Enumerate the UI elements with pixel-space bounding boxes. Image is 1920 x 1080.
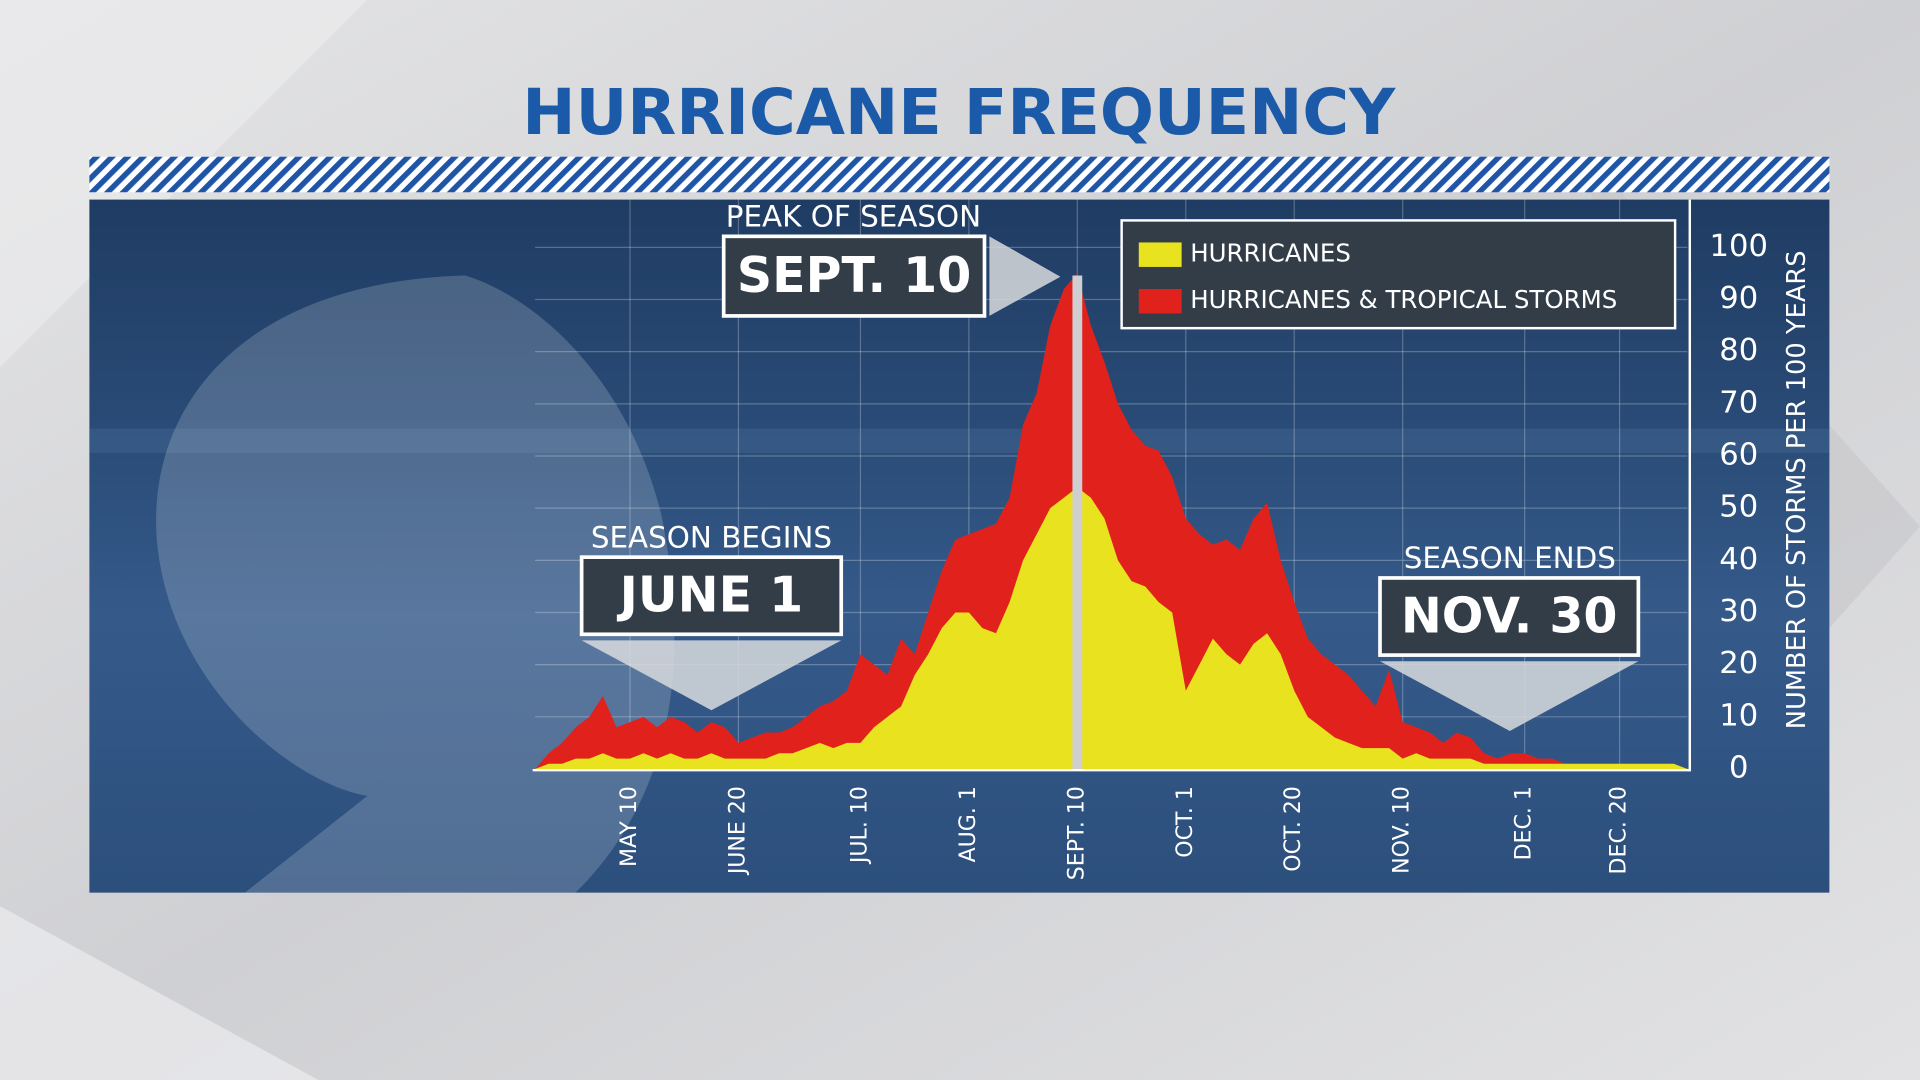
legend: HURRICANES HURRICANES & TROPICAL STORMS [1120, 219, 1677, 330]
y-tick-label: 80 [1719, 333, 1758, 368]
area [535, 273, 1688, 769]
annotation-box [721, 234, 987, 318]
y-tick-label: 10 [1719, 698, 1758, 733]
y-tick-label: 50 [1719, 490, 1758, 525]
areas [535, 273, 1688, 769]
x-tick-label: DEC. 1 [1512, 786, 1537, 860]
y-tick-label: 20 [1719, 646, 1758, 681]
horizon [89, 428, 1830, 454]
chart-title: HURRICANE FREQUENCY [522, 76, 1396, 150]
y-tick-label: 30 [1719, 594, 1758, 629]
annotation-title: SEASON BEGINS [591, 520, 832, 554]
x-tick-label: OCT. 1 [1173, 786, 1198, 858]
annotation-title: PEAK OF SEASON [726, 199, 981, 233]
axes: 0 10 20 30 40 50 60 70 80 90 100 MAY 10 JUNE 20 JUL. … [532, 199, 1768, 880]
legend-box [1120, 219, 1677, 330]
legend-swatch [1138, 242, 1182, 267]
x-tick-label: JUNE 20 [725, 786, 750, 876]
x-tick-label: OCT. 20 [1281, 786, 1306, 872]
peak-line [1072, 275, 1083, 769]
y-tick-label: 100 [1710, 229, 1768, 264]
annotation-box [579, 555, 844, 637]
annotations: PEAK OF SEASON SEPT. 10 SEASON BEGINS JUNE … [579, 199, 1641, 732]
annotation-arrow [1380, 661, 1639, 732]
annotation-label: SEPT. 10 [737, 247, 971, 304]
hatch-band [89, 156, 1830, 193]
annotation-label: JUNE 1 [617, 567, 804, 624]
legend-swatch [1138, 288, 1182, 314]
x-tick-label: MAY 10 [617, 786, 642, 867]
legend-label: HURRICANES & TROPICAL STORMS [1190, 285, 1617, 314]
y-tick-label: 60 [1719, 438, 1758, 473]
annotation-arrow [989, 236, 1061, 316]
y-tick-label: 40 [1719, 542, 1758, 577]
y-axis-label: NUMBER OF STORMS PER 100 YEARS [1782, 250, 1812, 729]
x-tick-label: DEC. 20 [1607, 786, 1632, 874]
x-tick-label: JUL. 10 [847, 786, 872, 865]
area [535, 487, 1688, 769]
storm-symbol [156, 214, 675, 893]
y-tick-label: 90 [1719, 281, 1758, 316]
annotation-arrow [581, 640, 842, 711]
y-tick-label: 70 [1719, 385, 1758, 420]
annotation-box [1378, 576, 1641, 657]
y-tick-label: 0 [1729, 750, 1748, 785]
annotation-label: NOV. 30 [1401, 587, 1618, 644]
x-tick-label: NOV. 10 [1390, 786, 1415, 874]
legend-label: HURRICANES [1190, 239, 1351, 268]
annotation-title: SEASON ENDS [1404, 541, 1616, 575]
x-tick-label: SEPT. 10 [1064, 786, 1089, 880]
x-tick-label: AUG. 1 [956, 786, 981, 862]
